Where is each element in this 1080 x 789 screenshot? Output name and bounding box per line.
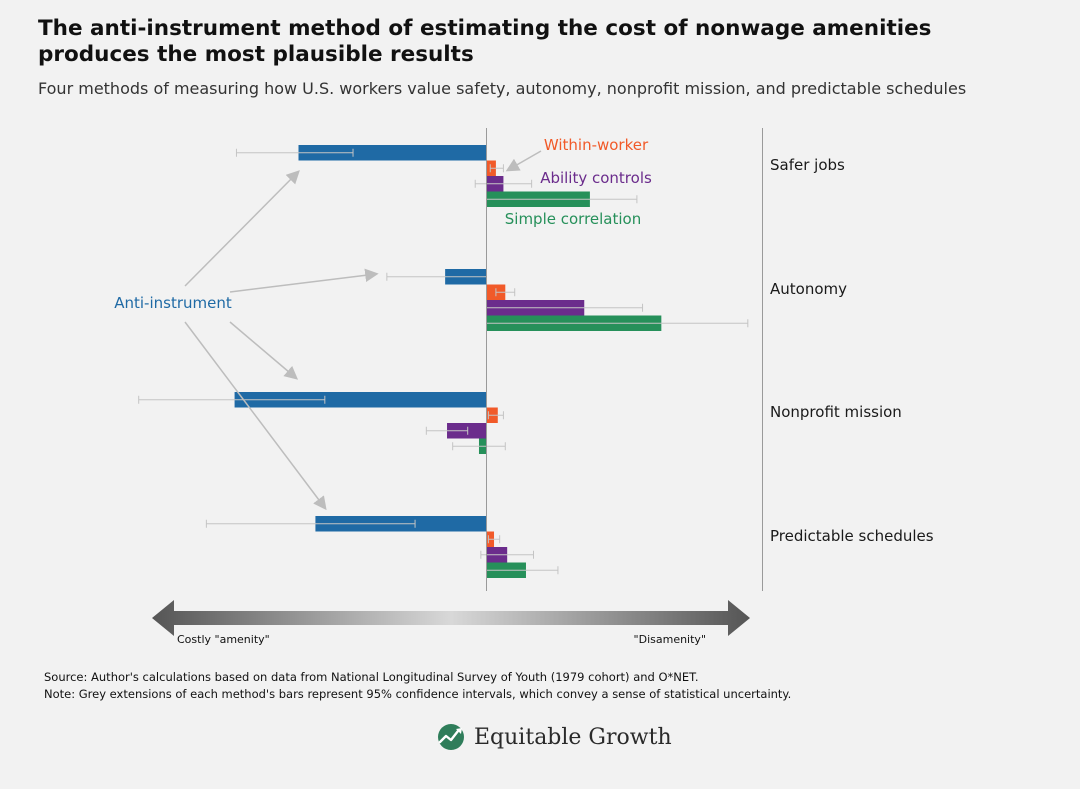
pointer-within-worker (505, 150, 542, 172)
ci-within-worker-autonomy (495, 288, 516, 297)
scale-right-label: "Disamenity" (634, 633, 706, 646)
chart-subtitle: Four methods of measuring how U.S. worke… (38, 79, 967, 98)
scale-left-label: Costly "amenity" (177, 633, 270, 646)
ci-anti-instrument-safer-jobs (235, 148, 354, 157)
category-labels: Safer jobs Autonomy Nonprofit mission Predi… (770, 156, 934, 545)
pointer-autonomy (229, 268, 379, 293)
ci-within-worker-nonprofit-mission (487, 411, 504, 420)
ci-anti-instrument-predictable-schedules (205, 519, 416, 528)
scale-arrow (152, 600, 750, 636)
category-label-safer-jobs: Safer jobs (770, 156, 845, 174)
source-note: Source: Author's calculations based on d… (44, 670, 699, 684)
category-label-nonprofit-mission: Nonprofit mission (770, 403, 902, 421)
brand-logo: Equitable Growth (436, 719, 672, 755)
ci-simple-correlation-nonprofit-mission (452, 442, 506, 451)
growth-logo-icon (438, 724, 464, 750)
ci-anti-instrument-nonprofit-mission (138, 395, 326, 404)
bar-anti-instrument-nonprofit-mission (234, 392, 487, 408)
label-anti-instrument: Anti-instrument (114, 294, 232, 312)
bar-chart: Safer jobs Autonomy Nonprofit mission Predi… (114, 128, 934, 646)
label-within-worker: Within-worker (544, 136, 649, 154)
footnotes: Source: Author's calculations based on d… (44, 669, 1044, 703)
label-simple-correlation: Simple correlation (505, 210, 641, 228)
annotation-arrows (184, 150, 542, 511)
pointer-safer-jobs (184, 170, 300, 287)
ci-note: Note: Grey extensions of each method's b… (44, 687, 792, 701)
pointer-schedules (184, 321, 327, 511)
ci-within-worker-predictable-schedules (487, 535, 501, 544)
ci-ability-controls-safer-jobs (474, 179, 533, 188)
chart-title: The anti-instrument method of estimating… (38, 16, 932, 67)
ci-ability-controls-predictable-schedules (480, 550, 534, 559)
ci-within-worker-safer-jobs (489, 164, 504, 173)
bar-anti-instrument-safer-jobs (298, 145, 487, 161)
category-label-predictable-schedules: Predictable schedules (770, 527, 934, 545)
category-label-autonomy: Autonomy (770, 280, 847, 298)
brand-name: Equitable Growth (474, 724, 672, 750)
pointer-nonprofit (229, 321, 299, 380)
ci-ability-controls-nonprofit-mission (425, 426, 469, 435)
label-ability-controls: Ability controls (540, 169, 652, 187)
plot-area (138, 145, 749, 578)
